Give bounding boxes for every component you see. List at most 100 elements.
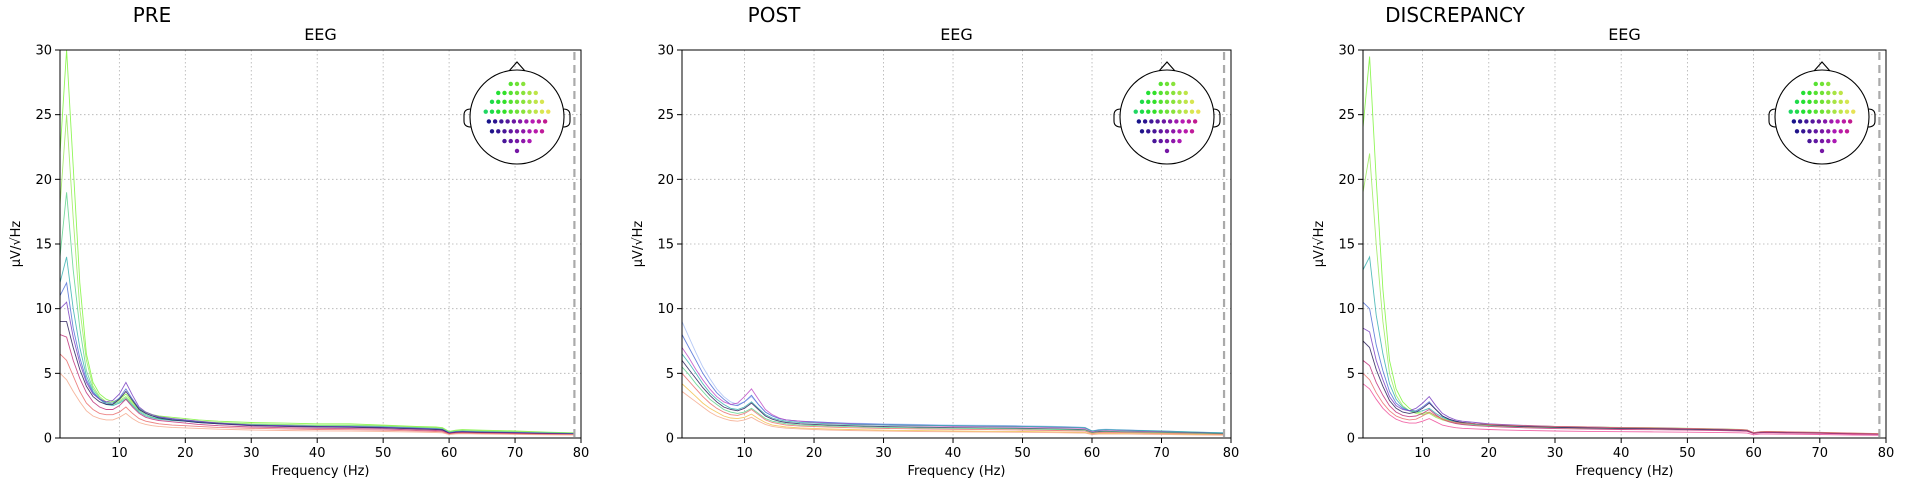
x-tick-label: 80 bbox=[1223, 446, 1240, 461]
sensor-dot bbox=[1146, 99, 1151, 105]
y-tick-label: 10 bbox=[657, 302, 674, 317]
y-tick-label: 25 bbox=[35, 108, 52, 123]
sensor-dot bbox=[536, 119, 542, 124]
psd-trace bbox=[1363, 383, 1880, 436]
y-axis-label: µV/√Hz bbox=[9, 221, 24, 268]
sensor-dot bbox=[483, 109, 488, 114]
sensor-dot bbox=[1158, 138, 1163, 144]
sensor-dot bbox=[521, 129, 526, 134]
sensor-dot bbox=[508, 109, 513, 114]
sensor-dot bbox=[527, 138, 532, 144]
y-tick-label: 30 bbox=[1338, 44, 1355, 59]
sensor-dot bbox=[1832, 129, 1837, 134]
psd-trace bbox=[682, 353, 1225, 434]
nose-shape bbox=[508, 61, 526, 72]
x-tick-label: 50 bbox=[1679, 446, 1696, 461]
sensor-dot bbox=[1183, 129, 1188, 134]
right-ear-shape bbox=[562, 108, 571, 128]
sensor-dot bbox=[1807, 138, 1812, 144]
x-tick-label: 10 bbox=[1414, 446, 1431, 461]
sensor-dot bbox=[1139, 99, 1145, 105]
psd-traces bbox=[682, 321, 1225, 436]
sensor-dot bbox=[1826, 129, 1831, 134]
sensor-layout-inset bbox=[1113, 61, 1221, 165]
sensor-dot bbox=[1826, 99, 1831, 105]
sensor-dot bbox=[521, 138, 526, 144]
sensor-dot bbox=[1816, 119, 1822, 124]
right-ear-shape bbox=[1867, 108, 1876, 128]
sensor-dot bbox=[496, 99, 501, 105]
panel-title: DISCREPANCY bbox=[1385, 3, 1526, 27]
sensor-dot bbox=[1813, 99, 1818, 105]
sensor-dot bbox=[1791, 119, 1797, 124]
psd-trace bbox=[60, 353, 575, 436]
sensor-dot bbox=[1146, 109, 1151, 114]
sensor-dot bbox=[1832, 99, 1837, 105]
sensor-dot bbox=[1844, 129, 1850, 134]
sensor-dot bbox=[1171, 138, 1176, 144]
x-axis-label: Frequency (Hz) bbox=[907, 464, 1005, 479]
sensor-dot bbox=[1161, 119, 1167, 124]
psd-traces bbox=[1363, 56, 1880, 436]
x-tick-label: 30 bbox=[875, 446, 892, 461]
sensor-dot bbox=[533, 90, 538, 96]
psd-trace bbox=[682, 383, 1225, 436]
x-tick-label: 70 bbox=[1153, 446, 1170, 461]
y-tick-label: 15 bbox=[35, 238, 52, 253]
sensor-dot bbox=[514, 148, 520, 154]
sensor-dot bbox=[527, 109, 532, 114]
sensor-dot bbox=[530, 119, 535, 124]
panel-subtitle: EEG bbox=[940, 25, 973, 44]
y-tick-label: 25 bbox=[657, 108, 674, 123]
sensor-dot bbox=[1146, 129, 1151, 134]
psd-trace bbox=[1363, 372, 1880, 435]
sensor-dot bbox=[1183, 99, 1188, 105]
sensor-dot bbox=[1797, 119, 1803, 124]
sensor-dot bbox=[502, 129, 507, 134]
psd-trace bbox=[682, 373, 1225, 435]
sensor-dot bbox=[502, 99, 507, 105]
sensor-dot bbox=[496, 109, 501, 114]
sensor-dot bbox=[508, 138, 513, 144]
sensor-dot bbox=[1832, 109, 1837, 114]
left-ear-shape bbox=[1113, 108, 1122, 128]
sensor-dot bbox=[1826, 138, 1831, 144]
head-outline bbox=[469, 69, 565, 165]
sensor-dot bbox=[1847, 119, 1853, 124]
sensor-dot bbox=[502, 90, 507, 96]
sensor-dot bbox=[521, 99, 526, 105]
sensor-dot bbox=[1841, 119, 1847, 124]
sensor-dot bbox=[1826, 81, 1831, 87]
panel-title: POST bbox=[748, 3, 801, 27]
sensor-dot bbox=[1807, 90, 1812, 96]
x-tick-label: 60 bbox=[441, 446, 458, 461]
sensor-dot bbox=[1822, 119, 1828, 124]
sensor-dot bbox=[1819, 90, 1825, 96]
x-tick-label: 10 bbox=[111, 446, 128, 461]
x-tick-label: 70 bbox=[507, 446, 524, 461]
sensor-dot bbox=[1788, 109, 1793, 114]
sensor-dot bbox=[517, 119, 523, 124]
x-tick-label: 50 bbox=[1014, 446, 1031, 461]
sensor-dot bbox=[1813, 90, 1818, 96]
sensor-dot bbox=[508, 99, 513, 105]
sensor-dot bbox=[1819, 138, 1825, 144]
sensor-dot bbox=[1851, 109, 1856, 114]
sensor-dot bbox=[1180, 119, 1185, 124]
psd-trace bbox=[1363, 360, 1880, 435]
y-tick-label: 20 bbox=[657, 173, 674, 188]
sensor-dot bbox=[1183, 109, 1188, 114]
sensor-dot bbox=[1844, 99, 1850, 105]
y-axis-label: µV/√Hz bbox=[1312, 221, 1327, 268]
psd-trace bbox=[682, 391, 1225, 436]
sensor-dot bbox=[524, 119, 529, 124]
y-axis-label: µV/√Hz bbox=[631, 221, 646, 268]
y-tick-label: 30 bbox=[35, 44, 52, 59]
panel-subtitle: EEG bbox=[1608, 25, 1641, 44]
sensor-dot bbox=[1819, 81, 1825, 87]
sensor-dot bbox=[1164, 81, 1170, 87]
sensor-dot bbox=[514, 109, 520, 114]
sensor-dot bbox=[527, 90, 532, 96]
y-tick-label: 0 bbox=[1347, 432, 1355, 447]
x-tick-label: 20 bbox=[177, 446, 194, 461]
